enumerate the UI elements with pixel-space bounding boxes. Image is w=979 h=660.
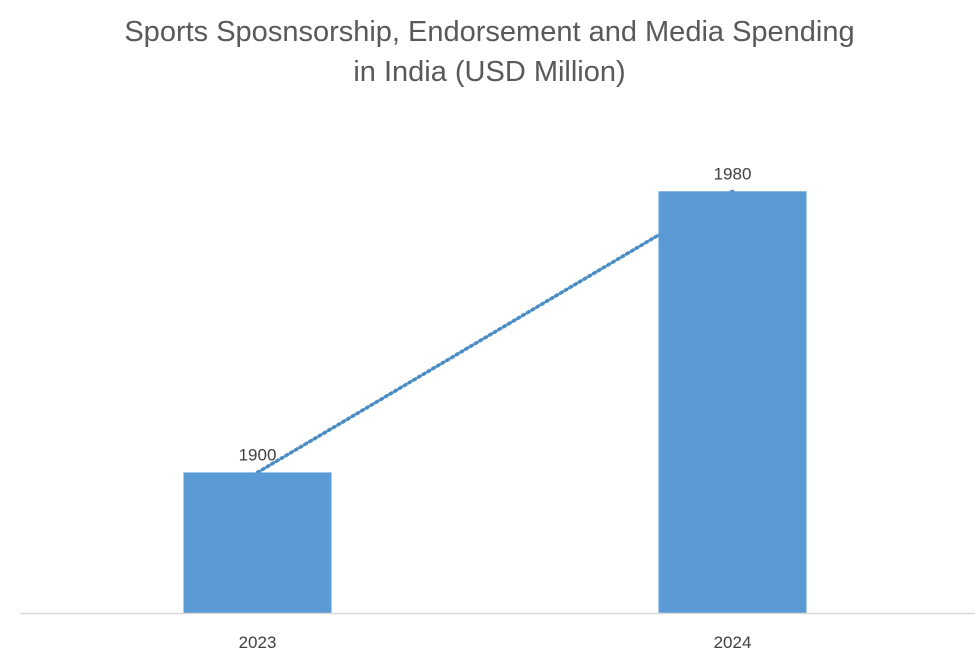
trendline [255, 189, 735, 475]
chart-title-line-1: Sports Sposnsorship, Endorsement and Med… [124, 16, 855, 48]
chart-title: Sports Sposnsorship, Endorsement and Med… [0, 12, 979, 92]
bar-2024 [658, 191, 807, 614]
data-label-2024: 1980 [714, 164, 752, 183]
x-tick-label-2023: 2023 [239, 633, 277, 652]
data-label-2023: 1900 [239, 445, 277, 464]
x-tick-label-2024: 2024 [714, 633, 752, 652]
bar-2023 [183, 472, 332, 613]
chart-title-line-2: in India (USD Million) [353, 56, 626, 88]
